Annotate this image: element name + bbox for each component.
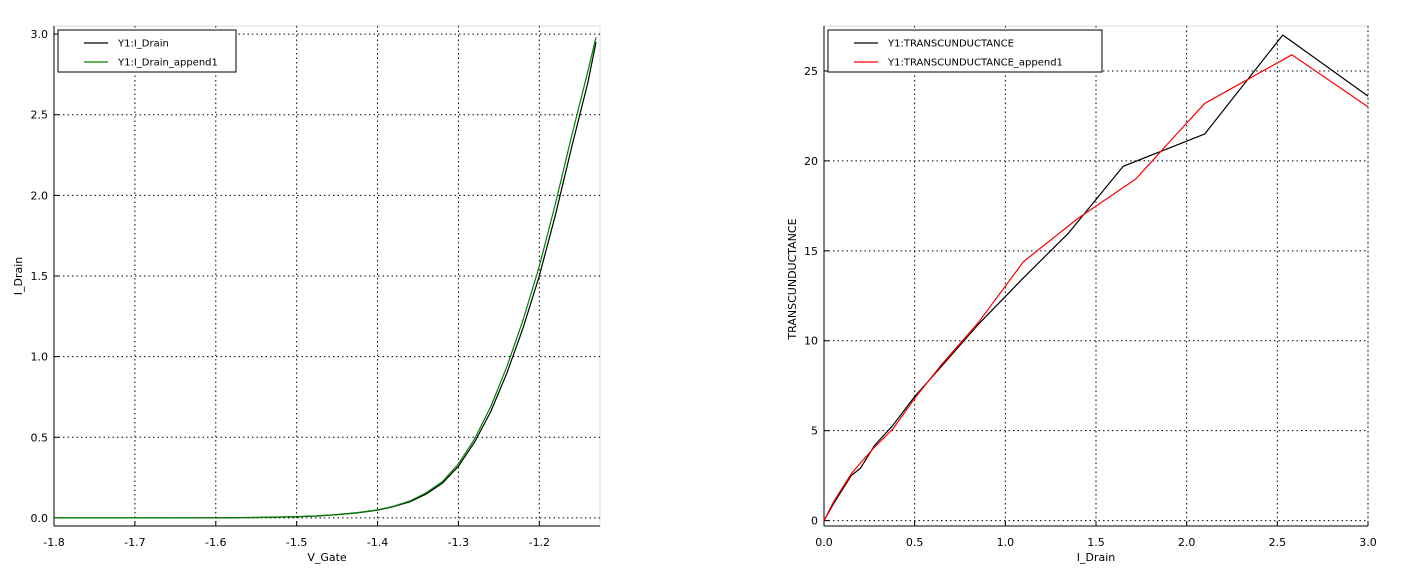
legend-label: Y1:I_Drain_append1 xyxy=(117,58,218,69)
y-tick-label: 20 xyxy=(804,155,818,168)
x-tick-label: -1.3 xyxy=(448,536,469,549)
series-line-2 xyxy=(823,54,1369,521)
x-tick-label: -1.8 xyxy=(43,536,64,549)
legend-box xyxy=(827,29,1103,73)
plot-frame xyxy=(823,25,1369,527)
legend: Y1:I_Drain Y1:I_Drain_append1 xyxy=(57,29,237,73)
chart-1: -1.8 -1.7 -1.6 -1.5 -1.4 -1.3 -1.2 0.0 0.5 1.0 1.5… xyxy=(12,25,601,564)
x-axis-label: V_Gate xyxy=(307,551,347,564)
y-tick-label: 15 xyxy=(804,245,818,258)
x-tick-label: 1.0 xyxy=(997,536,1015,549)
x-tick-label: 1.5 xyxy=(1087,536,1105,549)
y-axis-label: TRANSCUNDUCTANCE xyxy=(786,218,799,340)
x-tick-label: 0.5 xyxy=(906,536,924,549)
x-tick-label: 0.0 xyxy=(815,536,833,549)
x-tick-label: 3.0 xyxy=(1359,536,1377,549)
x-axis-label: I_Drain xyxy=(1077,551,1116,564)
x-tick-label: -1.5 xyxy=(286,536,307,549)
y-tick-label: 3.0 xyxy=(31,28,49,41)
y-tick-label: 2.0 xyxy=(31,189,49,202)
legend-label: Y1:I_Drain xyxy=(117,39,169,50)
y-tick-label: 10 xyxy=(804,335,818,348)
x-tick-label: 2.0 xyxy=(1178,536,1196,549)
chart-2: 0.0 0.5 1.0 1.5 2.0 2.5 3.0 0 5 10 15 20 25 I_Drain TR… xyxy=(786,25,1377,564)
x-tick-label: -1.2 xyxy=(529,536,550,549)
series-line-1 xyxy=(823,34,1369,521)
x-tick-label: -1.7 xyxy=(124,536,145,549)
y-tick-label: 1.0 xyxy=(31,351,49,364)
legend-label: Y1:TRANSCUNDUCTANCE_append1 xyxy=(887,58,1063,69)
legend-label: Y1:TRANSCUNDUCTANCE xyxy=(887,39,1014,50)
y-tick-label: 2.5 xyxy=(31,109,49,122)
legend-box xyxy=(57,29,237,73)
x-tick-label: 2.5 xyxy=(1269,536,1287,549)
legend: Y1:TRANSCUNDUCTANCE Y1:TRANSCUNDUCTANCE_a… xyxy=(827,29,1103,73)
y-tick-label: 0.0 xyxy=(31,512,49,525)
y-tick-label: 0 xyxy=(811,515,818,528)
x-tick-label: -1.4 xyxy=(367,536,388,549)
y-tick-label: 1.5 xyxy=(31,270,49,283)
x-tick-label: -1.6 xyxy=(205,536,226,549)
y-tick-label: 0.5 xyxy=(31,431,49,444)
y-tick-label: 5 xyxy=(811,425,818,438)
y-axis-label: I_Drain xyxy=(12,257,25,296)
y-tick-label: 25 xyxy=(804,65,818,78)
series-line-2 xyxy=(54,37,597,519)
